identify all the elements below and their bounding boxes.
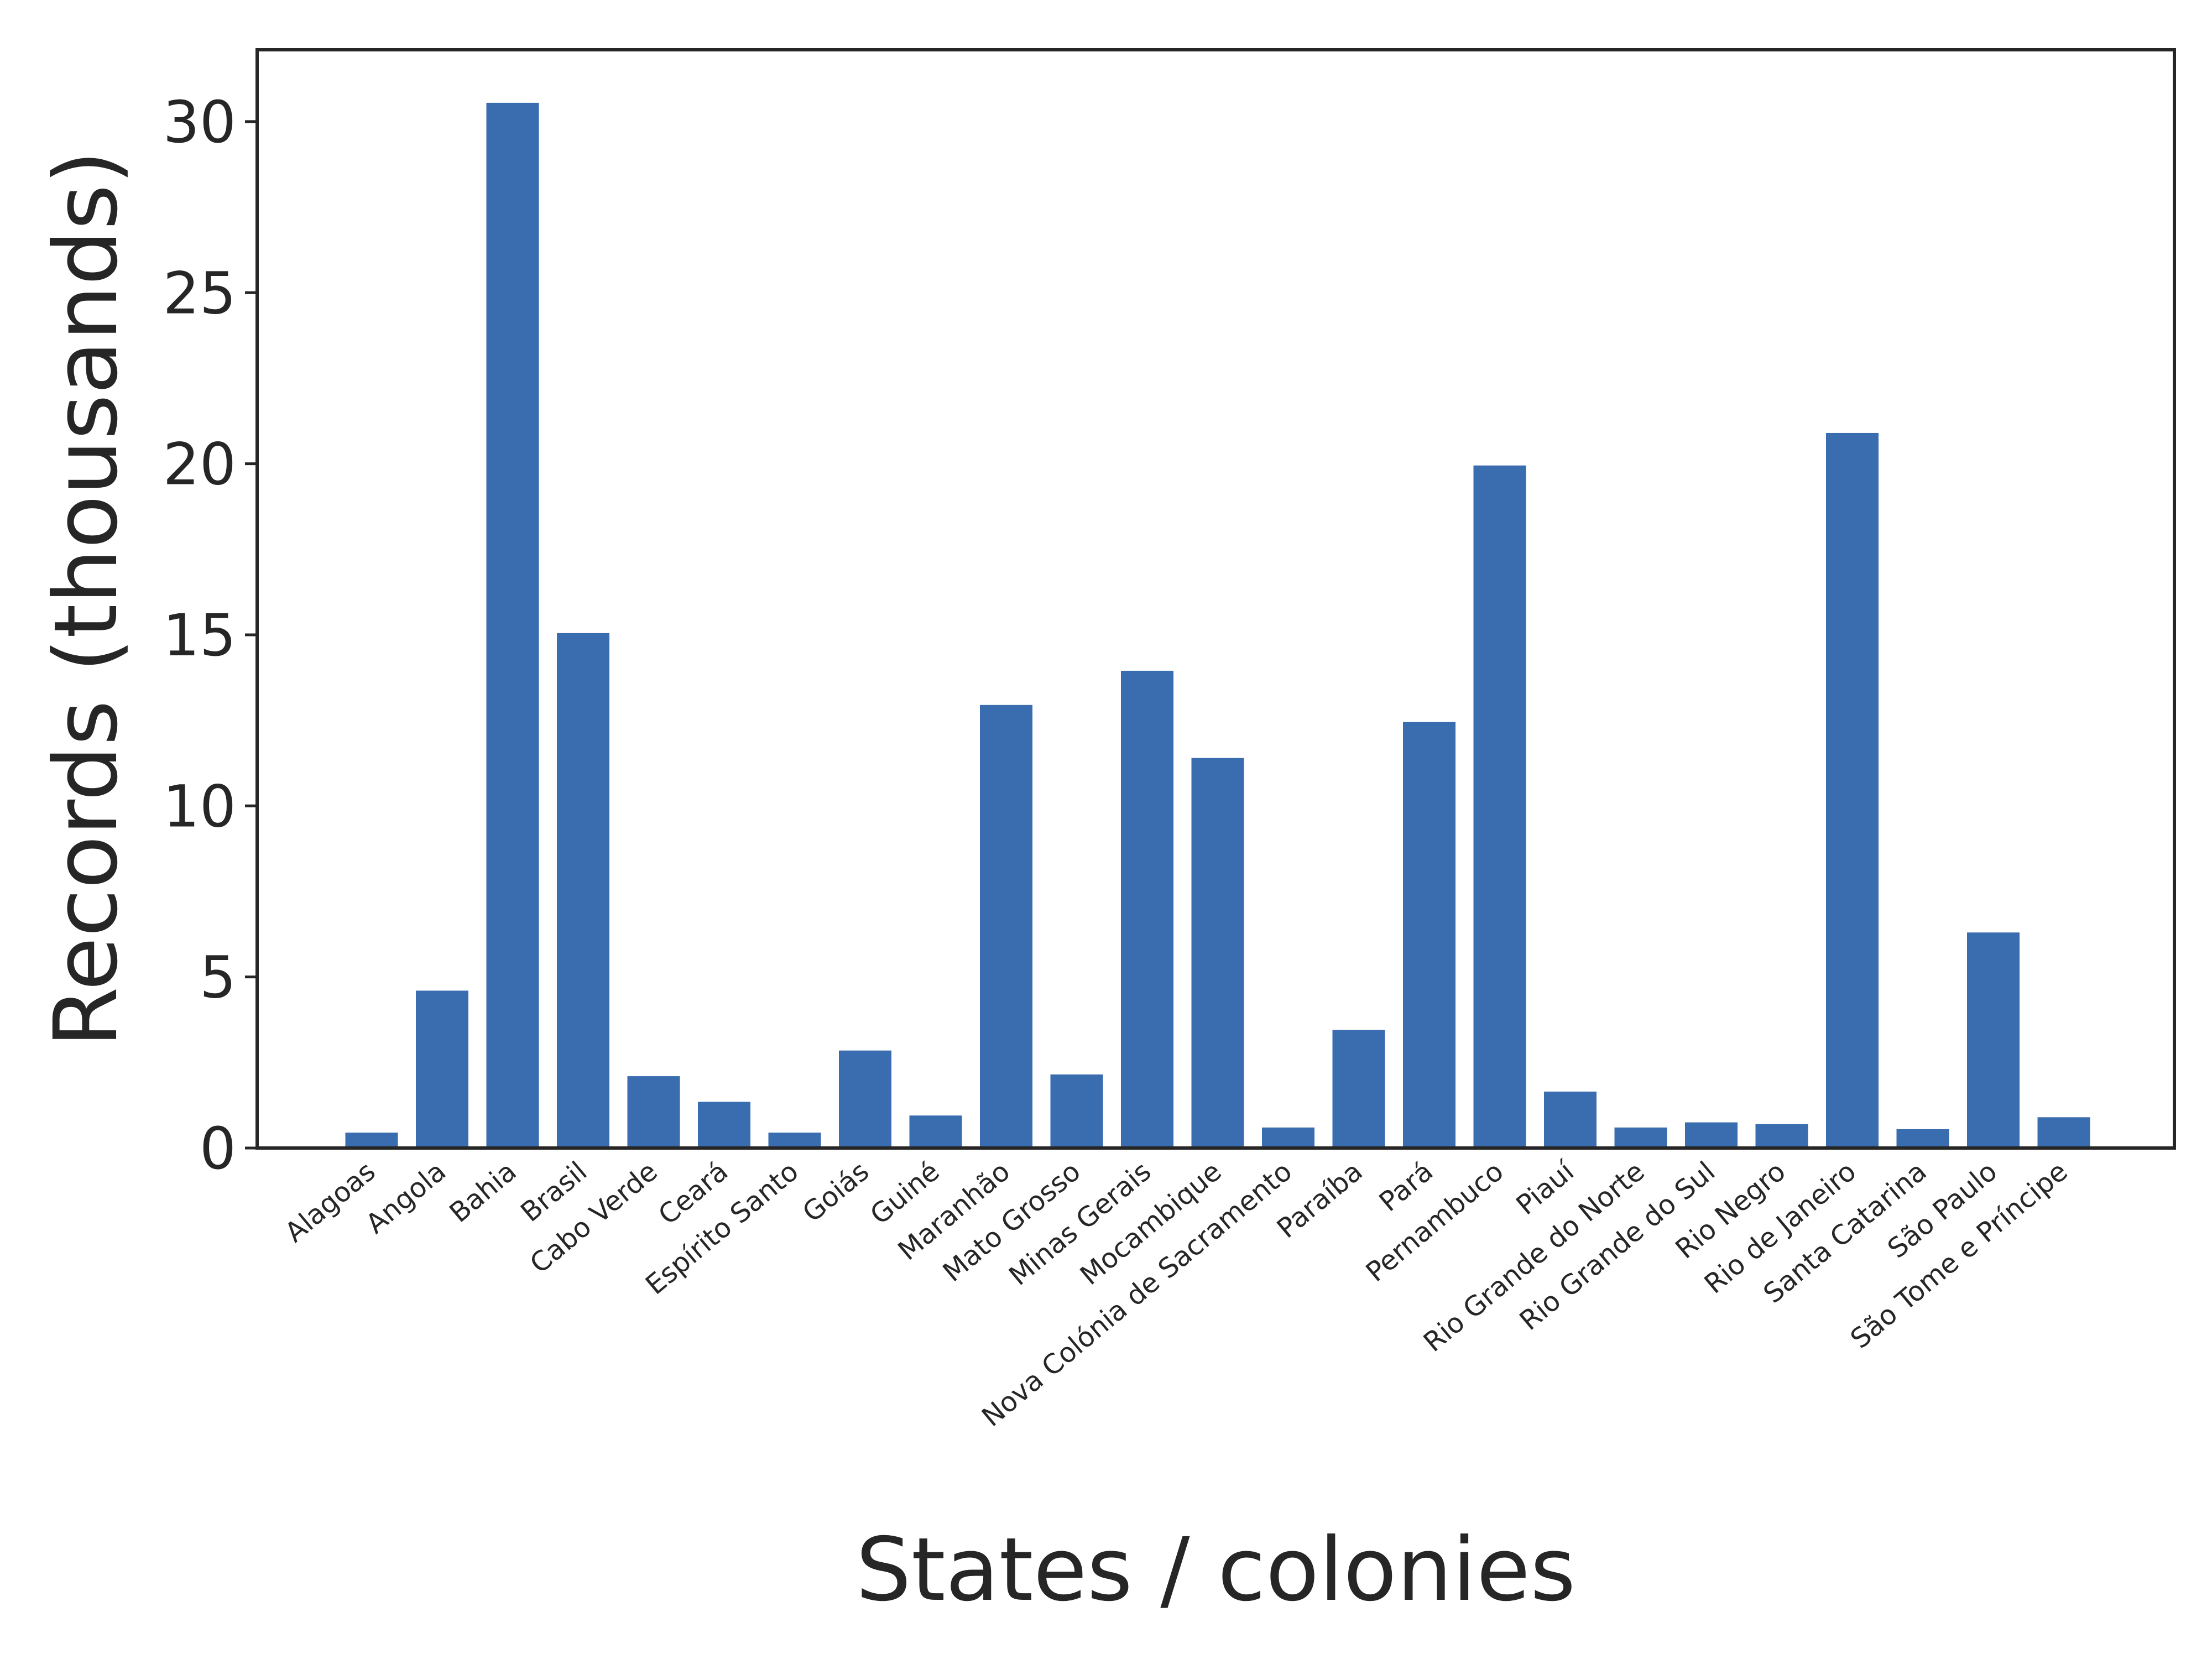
- y-axis-label: Records (thousands): [35, 150, 137, 1048]
- y-tick-label: 25: [163, 259, 236, 327]
- x-tick-label: Goiás: [797, 1156, 875, 1229]
- bar-s-o-tome-e-pr-ncipe: [2037, 1117, 2090, 1148]
- bar-rio-de-janeiro: [1826, 432, 1879, 1148]
- bar-para-ba: [1332, 1030, 1385, 1148]
- x-tick-label: Alagoas: [279, 1156, 382, 1249]
- y-tick-label: 5: [200, 944, 236, 1011]
- y-tick-label: 30: [163, 88, 236, 156]
- bar-rio-negro: [1755, 1124, 1808, 1148]
- bar-alagoas: [345, 1133, 398, 1148]
- bar-guin-: [909, 1115, 962, 1148]
- bar-nova-col-nia-de-sacramento: [1262, 1127, 1314, 1148]
- bar-rio-grande-do-norte: [1614, 1127, 1667, 1148]
- y-tick-label: 15: [163, 602, 236, 669]
- bar-s-o-paulo: [1967, 932, 2020, 1148]
- bar-par-: [1403, 722, 1455, 1148]
- bar-brasil: [557, 633, 609, 1148]
- bar-pernambuco: [1473, 465, 1526, 1149]
- bar-maranh-o: [980, 705, 1032, 1148]
- bar-minas-gerais: [1121, 670, 1173, 1148]
- bars-group: [345, 102, 2090, 1149]
- bar-esp-rito-santo: [768, 1133, 821, 1148]
- bar-mocambique: [1191, 758, 1244, 1148]
- bar-cear-: [698, 1102, 750, 1148]
- bar-piau-: [1544, 1091, 1597, 1148]
- bar-goi-s: [839, 1050, 891, 1148]
- y-tick-label: 0: [200, 1115, 236, 1182]
- bar-rio-grande-do-sul: [1685, 1122, 1738, 1148]
- bar-bahia: [486, 102, 539, 1148]
- y-tick-label: 10: [163, 773, 236, 840]
- y-axis-ticks: 0 5 10 15 20 25 30: [163, 88, 257, 1182]
- bar-santa-catarina: [1896, 1129, 1949, 1148]
- x-tick-label: Bahia: [444, 1156, 523, 1229]
- plot-frame: [255, 48, 2176, 1150]
- bar-cabo-verde: [627, 1076, 680, 1148]
- x-axis-label: States / colonies: [856, 1519, 1576, 1621]
- x-tick-label: Angola: [360, 1156, 452, 1240]
- bar-angola: [416, 990, 468, 1148]
- y-tick-label: 20: [163, 431, 236, 498]
- bar-mato-grosso: [1050, 1074, 1103, 1148]
